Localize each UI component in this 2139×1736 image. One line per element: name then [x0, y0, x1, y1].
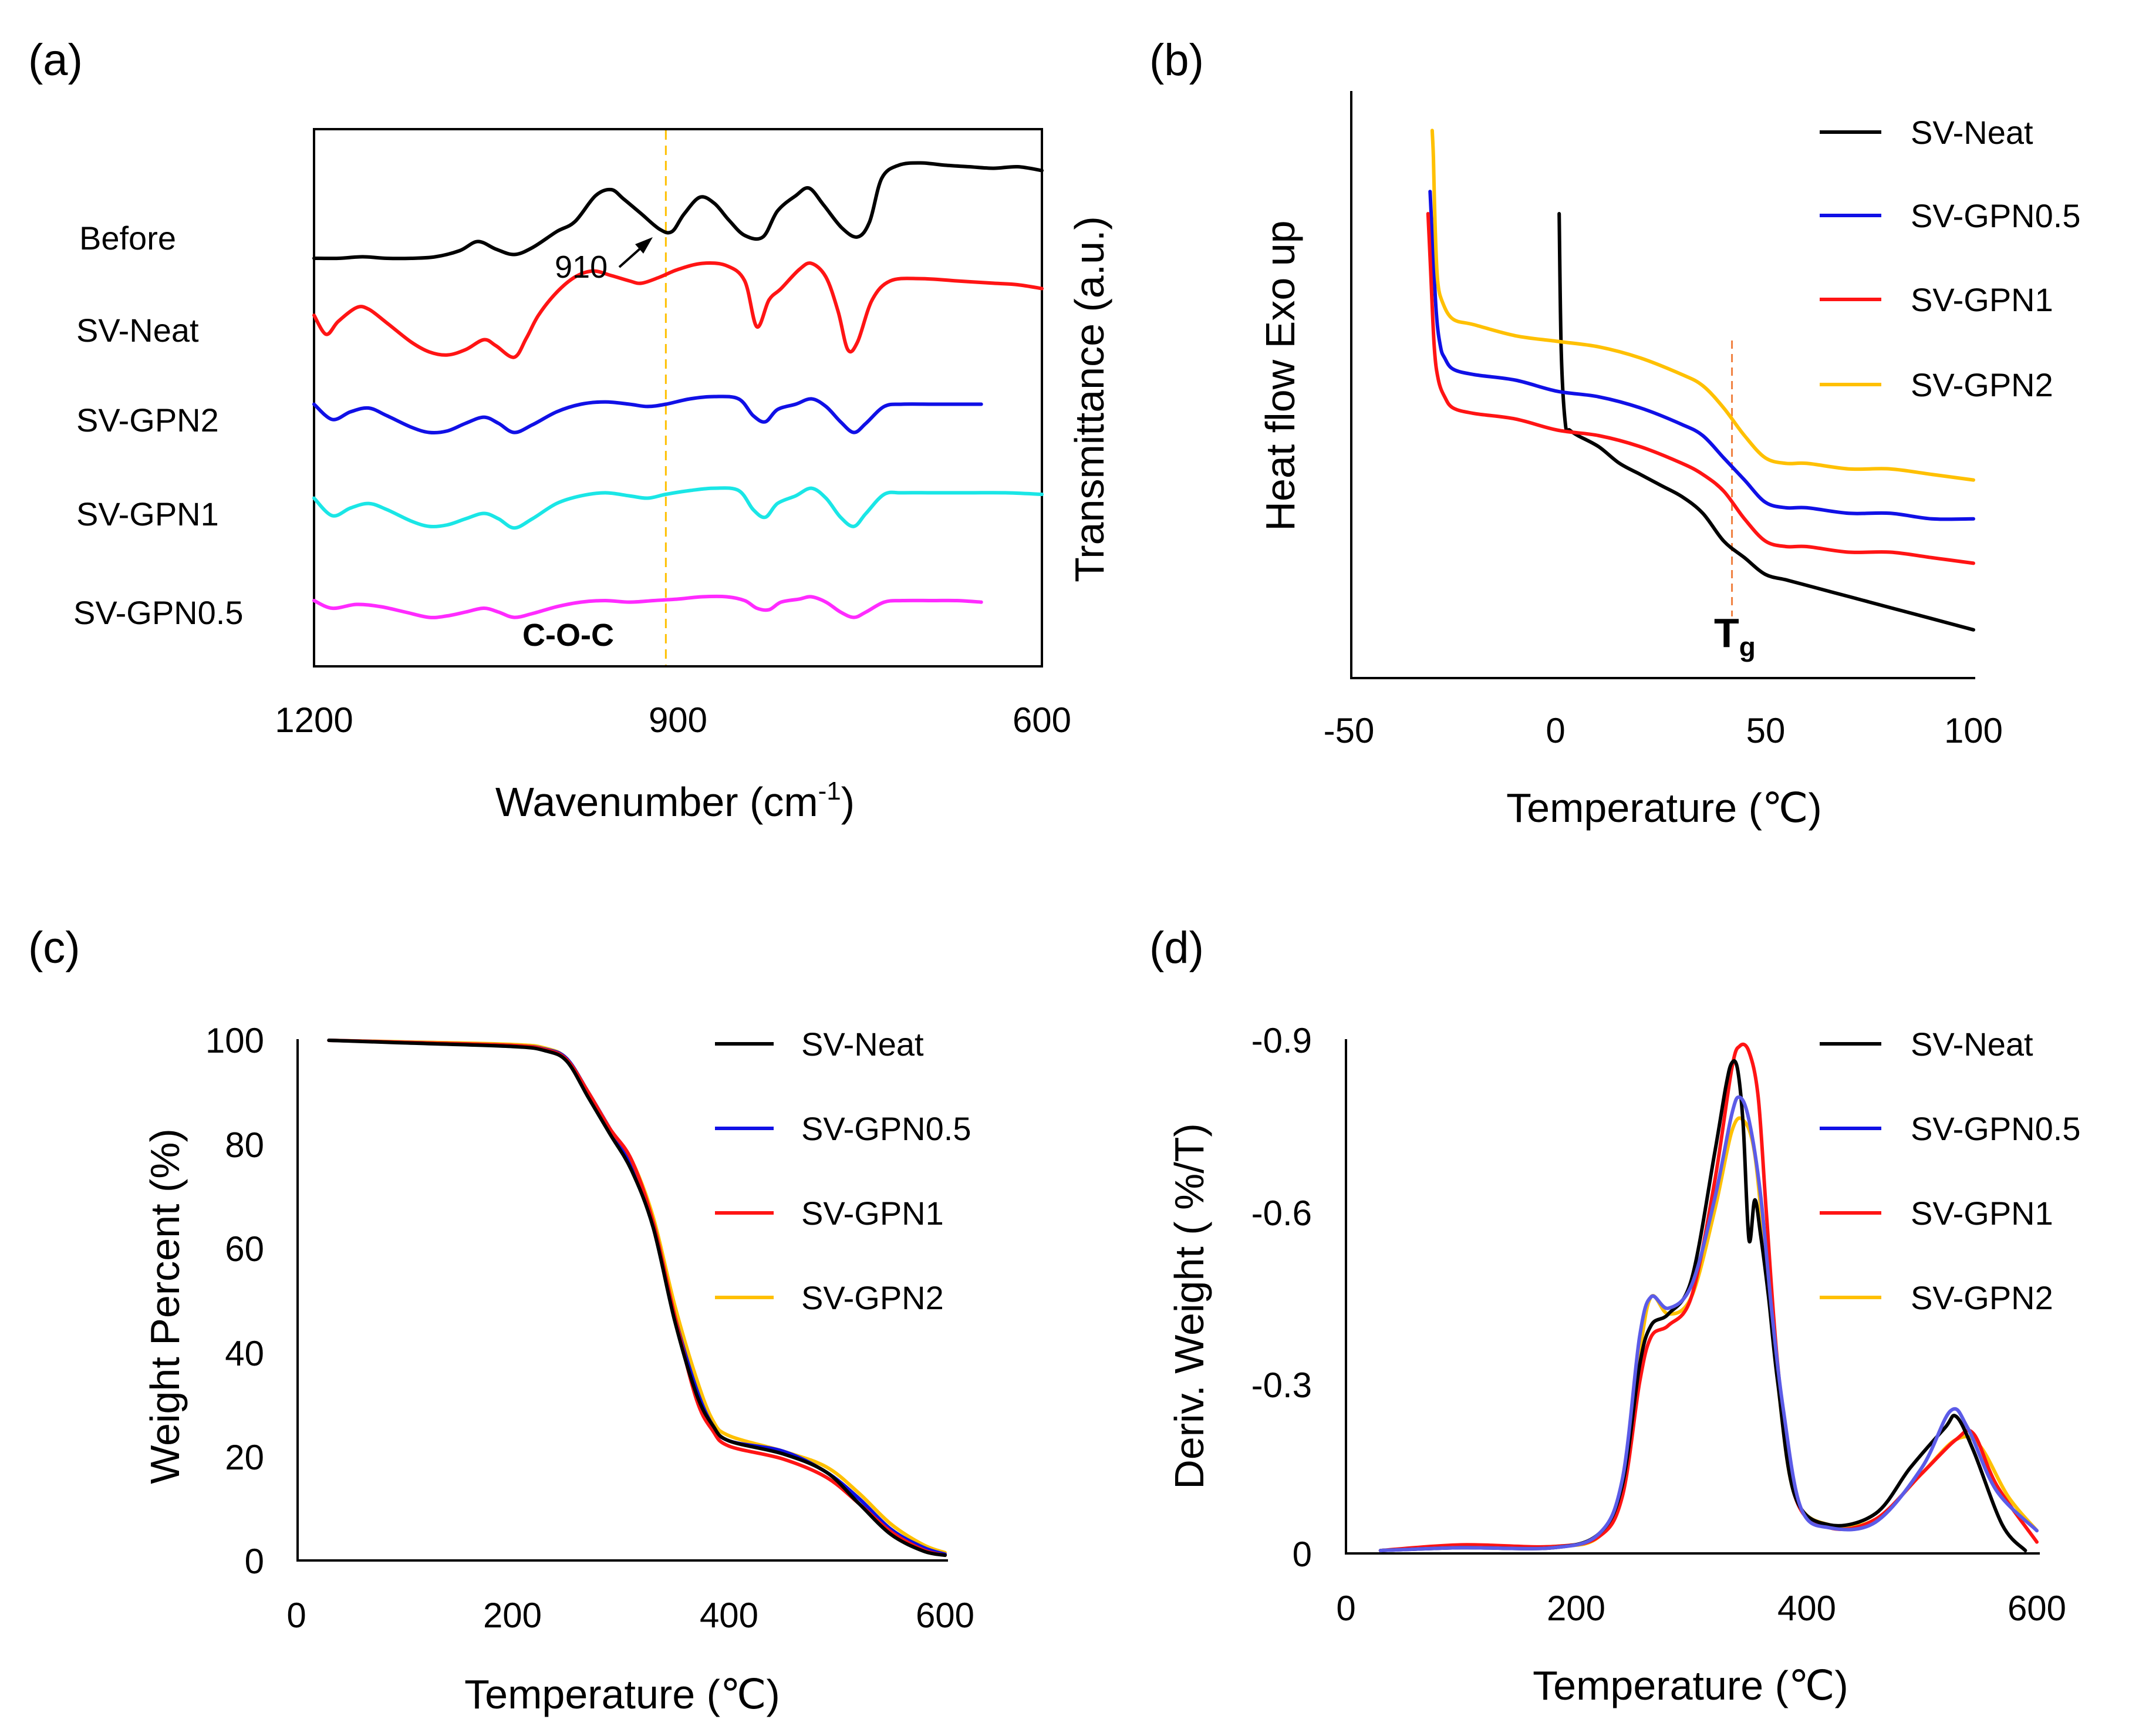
panel-d-legend-label-sv-gpn2: SV-GPN2	[1911, 1279, 2053, 1316]
panel-c: (c) 100 80 60 40 20 0 0 200 400 600 Temp…	[28, 923, 974, 1717]
panel-c-x-tick-0: 0	[286, 1596, 306, 1635]
panel-c-x-axis-title: Temperature (℃)	[464, 1671, 780, 1717]
panel-d-series-sv-gpn0.5	[1378, 1095, 2039, 1553]
panel-c-series-group	[327, 1039, 947, 1558]
panel-a-peak-arrow-head	[635, 237, 653, 254]
panel-a-x-tick-600: 600	[1013, 700, 1071, 740]
panel-c-legend-label-sv-neat: SV-Neat	[801, 1026, 924, 1063]
panel-c-legend-label-sv-gpn2: SV-GPN2	[801, 1279, 944, 1316]
panel-b-x-tick-100: 100	[1944, 711, 2003, 750]
panel-a-series-sv-gpn0.5	[312, 594, 983, 619]
panel-a: (a) Before SV-Neat SV-GPN2 SV-GPN1 SV-GP…	[28, 35, 1112, 825]
panel-a-series-sv-neat	[312, 261, 1044, 359]
panel-c-y-tick-40: 40	[225, 1334, 264, 1373]
panel-b-legend-label-sv-gpn0.5: SV-GPN0.5	[1911, 197, 2080, 234]
panel-a-peak-label: 910	[555, 250, 608, 285]
panel-d-y-tick-neg0.6: -0.6	[1251, 1194, 1312, 1233]
panel-a-row-label-before: Before	[79, 220, 176, 257]
panel-c-legend-label-sv-gpn1: SV-GPN1	[801, 1195, 944, 1232]
panel-d-legend-label-sv-gpn1: SV-GPN1	[1911, 1195, 2053, 1232]
panel-a-series-sv-gpn2	[312, 395, 983, 435]
panel-a-x-tick-900: 900	[649, 700, 707, 740]
panel-b-legend-label-sv-gpn1: SV-GPN1	[1911, 281, 2053, 318]
panel-b-legend: SV-Neat SV-GPN0.5 SV-GPN1 SV-GPN2	[1820, 114, 2080, 403]
panel-c-y-tick-20: 20	[225, 1438, 264, 1477]
panel-a-label: (a)	[28, 35, 83, 85]
panel-b-x-tick-neg50: -50	[1324, 711, 1375, 750]
panel-d-x-tick-0: 0	[1336, 1589, 1355, 1628]
panel-c-y-tick-80: 80	[225, 1125, 264, 1165]
panel-d-x-axis-title: Temperature (℃)	[1533, 1663, 1848, 1708]
panel-c-y-tick-100: 100	[205, 1021, 264, 1060]
panel-b-series-sv-gpn2	[1430, 129, 1975, 482]
panel-d-y-tick-neg0.9: -0.9	[1251, 1021, 1312, 1060]
panel-b-legend-label-sv-neat: SV-Neat	[1911, 114, 2033, 151]
panel-a-series-before	[312, 161, 1044, 261]
panel-d-legend-label-sv-gpn0.5: SV-GPN0.5	[1911, 1110, 2080, 1147]
panel-c-legend-label-sv-gpn0.5: SV-GPN0.5	[801, 1110, 971, 1147]
panel-b-series-group	[1426, 129, 1975, 632]
panel-a-series-sv-gpn1	[312, 486, 1044, 530]
panel-a-row-label-sv-neat: SV-Neat	[76, 312, 199, 349]
panel-b-label: (b)	[1149, 35, 1204, 85]
panel-d-series-group	[1378, 1042, 2039, 1553]
panel-d-y-tick-0: 0	[1293, 1535, 1312, 1574]
panel-a-frame	[313, 128, 1043, 668]
panel-d: (d) -0.9 -0.6 -0.3 0 0 200 400 600 Tempe…	[1149, 923, 2080, 1708]
panel-a-series-group	[312, 161, 1044, 619]
panel-a-row-label-sv-gpn0.5: SV-GPN0.5	[73, 594, 243, 631]
panel-b-legend-label-sv-gpn2: SV-GPN2	[1911, 366, 2053, 403]
panel-d-x-tick-200: 200	[1547, 1589, 1605, 1628]
panel-b-series-sv-gpn0.5	[1428, 190, 1975, 521]
panel-b-x-tick-0: 0	[1546, 711, 1565, 750]
panel-a-y-axis-title: Transmittance (a.u.)	[1067, 216, 1112, 582]
panel-b-x-axis-title: Temperature (℃)	[1506, 785, 1822, 831]
panel-b-x-tick-50: 50	[1746, 711, 1786, 750]
panel-b: (b) -50 0 50 100 Temperature (℃) Heat fl…	[1149, 35, 2080, 831]
panel-b-series-sv-gpn1	[1426, 212, 1975, 565]
panel-d-legend-label-sv-neat: SV-Neat	[1911, 1026, 2033, 1063]
panel-d-y-tick-neg0.3: -0.3	[1251, 1366, 1312, 1405]
panel-c-y-tick-0: 0	[245, 1542, 264, 1581]
panel-d-x-tick-400: 400	[1777, 1589, 1836, 1628]
panel-a-bond-label: C-O-C	[522, 618, 614, 653]
panel-c-x-tick-600: 600	[916, 1596, 974, 1635]
panel-a-x-tick-1200: 1200	[275, 700, 353, 740]
panel-b-tg-label: Tg	[1714, 610, 1756, 662]
panel-c-x-tick-200: 200	[483, 1596, 542, 1635]
panel-a-row-label-sv-gpn2: SV-GPN2	[76, 402, 219, 439]
panel-d-label: (d)	[1149, 923, 1204, 973]
panel-c-legend: SV-Neat SV-GPN0.5 SV-GPN1 SV-GPN2	[715, 1026, 971, 1316]
panel-c-y-axis-title: Weight Percent (%)	[142, 1128, 188, 1484]
panel-d-y-axis-title: Deriv. Weight ( %/T)	[1166, 1123, 1212, 1489]
panel-a-row-label-sv-gpn1: SV-GPN1	[76, 495, 219, 532]
panel-a-x-axis-title: Wavenumber (cm-1)	[495, 777, 855, 825]
panel-c-x-tick-400: 400	[700, 1596, 758, 1635]
panel-d-legend: SV-Neat SV-GPN0.5 SV-GPN1 SV-GPN2	[1820, 1026, 2080, 1316]
panel-b-y-axis-title: Heat flow Exo up	[1257, 220, 1303, 531]
panel-d-x-tick-600: 600	[2008, 1589, 2066, 1628]
panel-b-series-sv-neat	[1557, 212, 1975, 632]
panel-c-label: (c)	[28, 923, 80, 973]
panel-c-y-tick-60: 60	[225, 1229, 264, 1269]
panel-c-series-sv-neat	[327, 1039, 947, 1558]
